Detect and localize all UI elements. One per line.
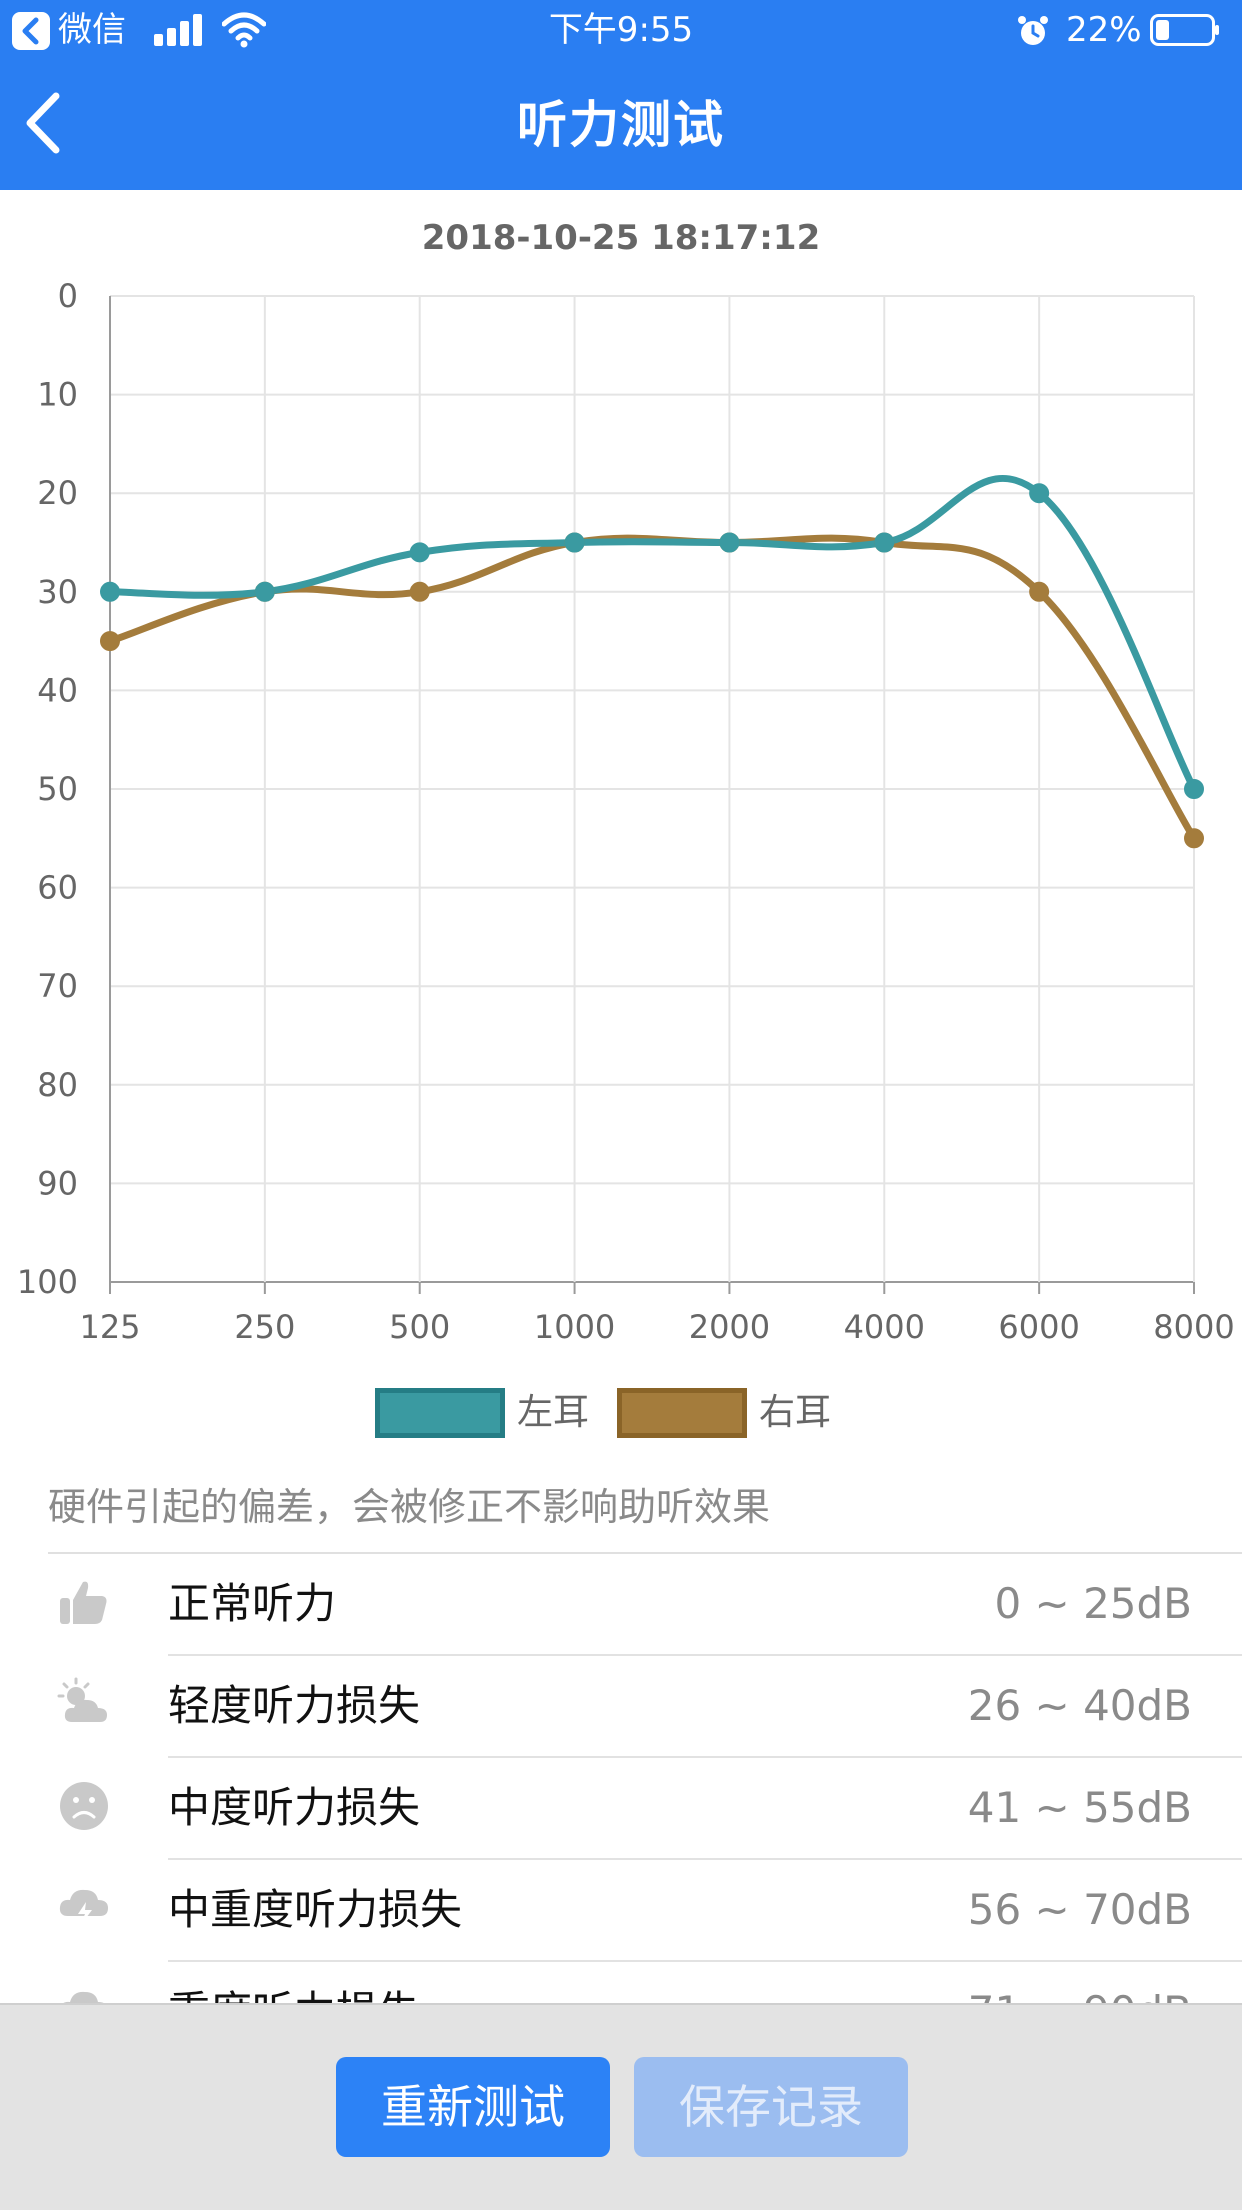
data-point-left-ear[interactable]: [719, 532, 740, 553]
battery-percent: 22%: [1066, 10, 1142, 50]
level-label: 正常听力: [168, 1579, 337, 1628]
y-tick-label: 70: [37, 967, 78, 1005]
save-record-button[interactable]: 保存记录: [634, 2057, 908, 2157]
x-tick-label: 4000: [844, 1308, 925, 1346]
data-point-left-ear[interactable]: [1184, 779, 1204, 799]
x-tick-label: 250: [234, 1308, 295, 1346]
nav-bar: 听力测试: [0, 60, 1242, 190]
divider: [168, 1654, 1242, 1656]
y-tick-label: 30: [37, 573, 78, 611]
data-point-right-ear[interactable]: [409, 581, 430, 602]
data-point-left-ear[interactable]: [254, 581, 275, 602]
x-tick-label: 8000: [1153, 1308, 1234, 1346]
data-point-left-ear[interactable]: [874, 532, 895, 553]
y-tick-label: 50: [37, 770, 78, 808]
x-tick-label: 125: [79, 1308, 140, 1346]
data-point-left-ear[interactable]: [100, 581, 120, 602]
y-tick-label: 20: [37, 474, 78, 512]
back-button[interactable]: [18, 88, 78, 158]
level-range: 0 ~ 25dB: [994, 1579, 1192, 1628]
legend-swatch-right-ear: [617, 1388, 747, 1438]
storm-cloud-icon: [56, 1880, 112, 1936]
signal-icon: [154, 14, 206, 46]
y-tick-label: 80: [37, 1066, 78, 1104]
level-range: 41 ~ 55dB: [967, 1783, 1192, 1832]
wifi-icon: [221, 12, 267, 48]
y-tick-label: 60: [37, 869, 78, 907]
level-label: 轻度听力损失: [168, 1681, 421, 1730]
legend-label-left-ear: 左耳: [517, 1392, 590, 1433]
data-point-right-ear[interactable]: [1184, 828, 1204, 849]
y-tick-label: 10: [37, 376, 78, 414]
data-point-left-ear[interactable]: [564, 532, 585, 553]
divider: [168, 1960, 1242, 1962]
data-point-right-ear[interactable]: [1029, 581, 1050, 602]
retest-button[interactable]: 重新测试: [336, 2057, 610, 2157]
divider: [48, 1552, 1242, 1554]
chart-title: 2018-10-25 18:17:12: [421, 218, 821, 258]
x-tick-label: 6000: [998, 1308, 1079, 1346]
y-tick-label: 0: [58, 277, 78, 315]
list-item: 中度听力损失 41 ~ 55dB: [0, 1758, 1242, 1860]
x-tick-label: 500: [389, 1308, 450, 1346]
x-tick-label: 1000: [534, 1308, 615, 1346]
y-tick-label: 100: [17, 1263, 78, 1301]
status-time: 下午9:55: [548, 10, 694, 50]
divider: [168, 1756, 1242, 1758]
list-item: 中重度听力损失 56 ~ 70dB: [0, 1860, 1242, 1962]
status-app-name[interactable]: 微信: [58, 10, 126, 50]
bottom-action-bar: 重新测试 保存记录: [0, 2003, 1242, 2210]
chart-legend: 左耳 右耳: [0, 1378, 1242, 1448]
list-item: 正常听力 0 ~ 25dB: [0, 1554, 1242, 1656]
legend-label-right-ear: 右耳: [759, 1392, 832, 1433]
list-item: 轻度听力损失 26 ~ 40dB: [0, 1656, 1242, 1758]
sad-face-icon: [56, 1778, 112, 1834]
sun-cloud-icon: [56, 1676, 112, 1732]
data-point-left-ear[interactable]: [1029, 483, 1050, 504]
level-range: 26 ~ 40dB: [967, 1681, 1192, 1730]
data-point-left-ear[interactable]: [409, 542, 430, 563]
status-bar: 微信 下午9:55 22%: [0, 0, 1242, 60]
calibration-note: 硬件引起的偏差，会被修正不影响助听效果: [48, 1485, 771, 1529]
y-tick-label: 40: [37, 671, 78, 709]
divider: [168, 1858, 1242, 1860]
y-tick-label: 90: [37, 1164, 78, 1202]
level-label: 中度听力损失: [168, 1783, 421, 1832]
series-line-right-ear: [106, 534, 1198, 842]
back-to-app-icon[interactable]: [12, 12, 50, 50]
x-tick-label: 2000: [689, 1308, 770, 1346]
data-point-right-ear[interactable]: [100, 631, 120, 652]
thumbs-up-icon: [56, 1574, 112, 1630]
alarm-icon: [1016, 14, 1050, 48]
level-range: 56 ~ 70dB: [967, 1885, 1192, 1934]
series-line-left-ear: [106, 475, 1198, 793]
page-title: 听力测试: [517, 96, 725, 154]
legend-swatch-left-ear: [375, 1388, 505, 1438]
battery-icon: [1150, 14, 1220, 46]
level-label: 中重度听力损失: [168, 1885, 463, 1934]
